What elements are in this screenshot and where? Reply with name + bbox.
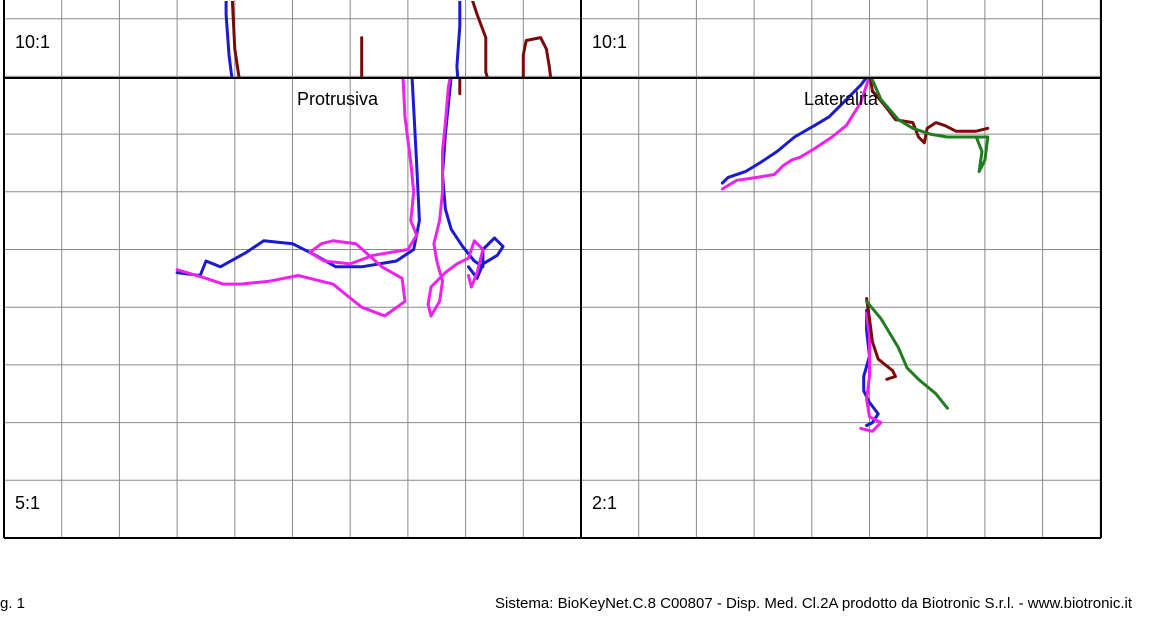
series-line bbox=[859, 311, 883, 433]
series-line bbox=[720, 79, 871, 191]
series-line bbox=[458, 79, 462, 96]
series-line bbox=[175, 79, 419, 318]
series-line bbox=[224, 1, 234, 77]
figure-number: g. 1 bbox=[0, 595, 26, 612]
series-line bbox=[471, 1, 489, 77]
panel-title: Lateralità bbox=[804, 89, 879, 109]
series-line bbox=[720, 79, 868, 185]
series-line bbox=[441, 79, 505, 280]
series-line bbox=[426, 79, 485, 318]
series-line bbox=[230, 1, 241, 77]
chart-panel-4: Lateralità 2:1 bbox=[592, 79, 990, 513]
series-line bbox=[521, 36, 553, 77]
series-line bbox=[708, 87, 737, 136]
series-line bbox=[455, 1, 462, 77]
scale-label: 5:1 bbox=[15, 493, 40, 513]
series-line bbox=[175, 79, 421, 277]
chart-panel-3: Protrusiva 5:1 bbox=[15, 79, 505, 513]
chart-panel-2: 10:1 bbox=[592, 32, 737, 136]
series-line bbox=[870, 79, 990, 174]
series-line bbox=[865, 297, 897, 381]
series-line bbox=[865, 299, 949, 410]
scale-label: 10:1 bbox=[592, 32, 627, 52]
scale-label: 10:1 bbox=[15, 32, 50, 52]
panel-borders bbox=[3, 0, 1102, 539]
grid-lines bbox=[3, 0, 1101, 539]
chart-panel-1: 10:1 bbox=[15, 1, 553, 77]
scale-label: 2:1 bbox=[592, 493, 617, 513]
panel-title: Protrusiva bbox=[297, 89, 379, 109]
system-footer: Sistema: BioKeyNet.C.8 C00807 - Disp. Me… bbox=[495, 595, 1132, 612]
